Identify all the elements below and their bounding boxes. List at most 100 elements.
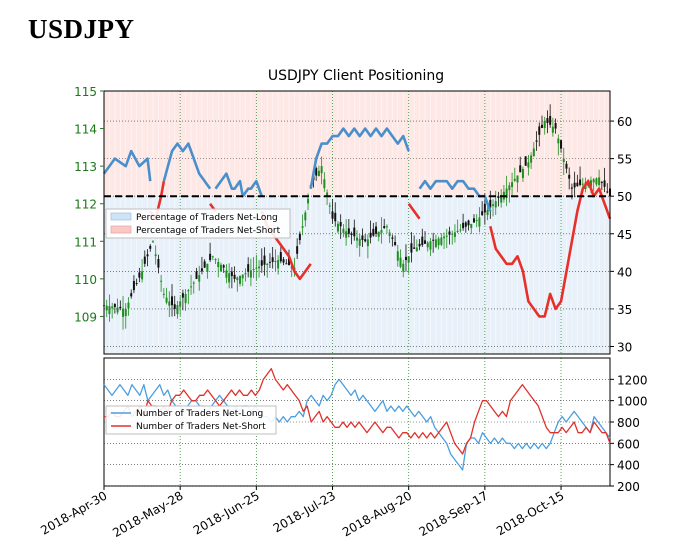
candle-body <box>336 223 339 232</box>
candle-body <box>173 304 176 309</box>
candle-body <box>342 228 345 233</box>
pct-tick-label: 35 <box>617 303 632 317</box>
legend-bottom: Number of Traders Net-Long Number of Tra… <box>105 405 277 435</box>
candle-body <box>233 274 236 279</box>
candle-body <box>440 237 443 245</box>
candle-body <box>130 293 133 297</box>
count-tick-label: 400 <box>617 459 640 473</box>
candle-body <box>111 306 114 309</box>
candle-body <box>255 267 258 269</box>
candle-body <box>562 158 565 163</box>
candle-body <box>429 241 432 250</box>
candle-body <box>181 293 184 298</box>
candle-body <box>195 271 198 279</box>
candle-body <box>271 257 274 262</box>
candle-body <box>443 236 446 239</box>
price-tick-label: 113 <box>74 160 97 174</box>
candle-body <box>557 138 560 144</box>
candle-body <box>211 256 214 258</box>
candle-body <box>385 226 388 228</box>
candle-body <box>554 122 557 129</box>
legend-label-count-long: Number of Traders Net-Long <box>136 409 263 419</box>
candle-body <box>595 178 598 185</box>
pct-tick-label: 40 <box>617 265 632 279</box>
legend-label-count-short: Number of Traders Net-Short <box>136 422 266 432</box>
candle-body <box>301 226 304 228</box>
candle-body <box>296 246 299 254</box>
candle-body <box>372 228 375 236</box>
candle-body <box>399 257 402 267</box>
top-panel-frame <box>103 90 611 355</box>
candle-body <box>184 293 187 304</box>
candle-body <box>418 243 421 247</box>
candle-body <box>464 222 467 227</box>
count-net-short-line <box>104 368 611 455</box>
candle-body <box>198 275 201 282</box>
candle-body <box>516 175 519 183</box>
candle-body <box>244 273 247 275</box>
candle-body <box>356 237 358 241</box>
candle-body <box>388 232 391 237</box>
candle-body <box>546 118 549 123</box>
candle-body <box>524 156 527 166</box>
candle-body <box>375 226 378 234</box>
candle-body <box>127 302 130 309</box>
candle-body <box>560 140 563 149</box>
legend-swatch-net-long-pct <box>110 212 132 221</box>
candle-body <box>391 237 394 239</box>
candle-body <box>320 166 323 174</box>
candle-body <box>500 194 503 203</box>
candle-body <box>345 231 348 238</box>
candle-body <box>190 286 193 288</box>
candle-body <box>122 308 125 317</box>
x-tick-label: 2018-May-28 <box>110 488 185 540</box>
candle-body <box>339 222 342 227</box>
candle-body <box>489 199 492 208</box>
candle-body <box>437 238 440 246</box>
candle-body <box>565 163 568 169</box>
candle-body <box>108 306 111 315</box>
candle-body <box>383 225 386 229</box>
legend-top: Percentage of Traders Net-Long Percentag… <box>105 208 291 239</box>
candle-body <box>413 247 416 249</box>
candle-body <box>407 256 410 263</box>
pct-tick-label: 30 <box>617 340 632 354</box>
candle-body <box>249 270 252 278</box>
x-axis: 2018-Apr-30 2018-May-28 2018-Jun-25 2018-Ju… <box>38 486 567 540</box>
candle-body <box>315 168 318 176</box>
candle-body <box>277 260 280 269</box>
candle-body <box>307 198 310 204</box>
candle-body <box>304 212 307 221</box>
candle-body <box>225 270 228 278</box>
candle-body <box>486 209 489 216</box>
candle-body <box>274 261 277 263</box>
pct-tick-label: 55 <box>617 153 632 167</box>
candle-body <box>530 155 533 163</box>
candle-body <box>456 230 459 232</box>
chart-title: USDJPY Client Positioning <box>268 68 444 84</box>
candle-body <box>209 253 212 261</box>
pct-net-long-line <box>309 127 410 189</box>
candle-body <box>432 239 435 241</box>
candle-body <box>421 236 424 246</box>
candle-body <box>214 259 217 261</box>
x-tick-label: 2018-Oct-15 <box>494 488 566 538</box>
candle-body <box>426 242 429 248</box>
candle-body <box>217 261 220 268</box>
candle-body <box>606 191 609 193</box>
pct-net-long-line <box>214 172 264 198</box>
candle-body <box>219 264 222 272</box>
candle-body <box>600 181 603 183</box>
candle-body <box>143 256 146 264</box>
candle-body <box>358 238 361 246</box>
x-tick-label: 2018-Apr-30 <box>38 488 109 537</box>
candle-body <box>394 242 397 246</box>
candle-body <box>132 281 135 291</box>
candle-body <box>551 126 554 133</box>
candle-body <box>470 223 473 228</box>
legend-label-net-short-pct: Percentage of Traders Net-Short <box>136 226 281 236</box>
candle-body <box>570 187 573 189</box>
legend-label-net-long-pct: Percentage of Traders Net-Long <box>136 213 278 223</box>
candle-body <box>353 227 356 237</box>
